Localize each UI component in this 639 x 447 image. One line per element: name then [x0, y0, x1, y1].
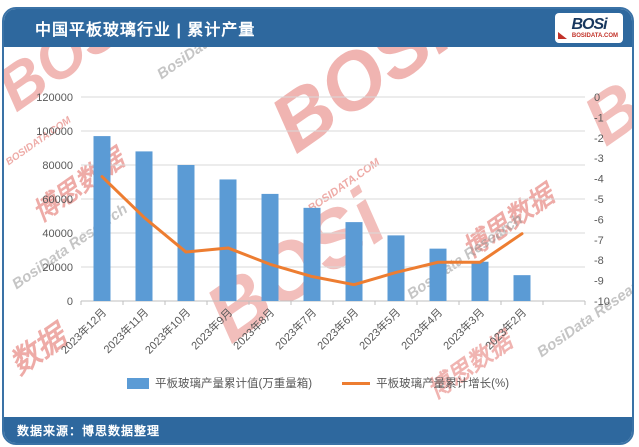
left-axis-tick-label: 40000	[42, 228, 73, 240]
header: 中国平板玻璃行业 | 累计产量 BOSi BOSIDATA.COM	[4, 9, 632, 47]
report-card: 中国平板玻璃行业 | 累计产量 BOSi BOSIDATA.COM BOSi BO…	[2, 7, 634, 445]
right-axis-tick-label: -3	[594, 153, 604, 165]
right-axis-tick-label: 0	[594, 92, 600, 104]
x-axis-category-label: 2023年4月	[398, 305, 445, 352]
bar	[177, 165, 195, 301]
x-axis-category-label: 2023年9月	[188, 305, 235, 352]
bar-series-swatch	[126, 377, 149, 389]
bar	[261, 193, 279, 301]
bosi-logo-word: BOSi	[571, 15, 607, 33]
logo-accent-triangle	[558, 32, 567, 39]
bar	[135, 151, 153, 301]
x-axis-category-label: 2023年3月	[440, 305, 487, 352]
x-axis-category-label: 2023年10月	[142, 305, 193, 356]
page-title: 中国平板玻璃行业 | 累计产量	[35, 22, 256, 39]
bar	[93, 136, 111, 301]
left-axis-tick-label: 20000	[42, 262, 73, 274]
right-axis-tick-label: -6	[594, 214, 604, 226]
bar	[513, 275, 531, 301]
bar	[303, 207, 321, 301]
growth-line	[100, 175, 524, 287]
right-axis-tick-label: -7	[594, 235, 604, 247]
x-axis-category-label: 2023年5月	[356, 305, 403, 352]
bar	[219, 179, 237, 301]
right-axis-tick-label: -8	[594, 255, 604, 267]
bar-series-label: 平板玻璃产量累计值(万重量箱)	[154, 378, 313, 390]
right-axis-tick-label: -5	[594, 194, 604, 206]
combo-chart: 120000 100000 80000 60000 40000 20000 0 0 -1 -2 -3…	[36, 92, 610, 357]
legend-item-bar-series: 平板玻璃产量累计值(万重量箱)	[126, 375, 313, 391]
bosi-logo: BOSi BOSIDATA.COM	[555, 13, 623, 43]
x-axis-category-label: 2023年8月	[230, 305, 277, 352]
bar	[471, 261, 489, 301]
left-axis-tick-label: 120000	[36, 92, 73, 104]
left-axis-tick-label: 60000	[42, 194, 73, 206]
x-axis-category-label: 2023年12月	[58, 305, 109, 356]
chart-legend: 平板玻璃产量累计值(万重量箱) 平板玻璃产量累计增长(%)	[4, 375, 632, 391]
footer: 数据来源：博思数据整理	[4, 417, 632, 443]
legend-item-line-series: 平板玻璃产量累计增长(%)	[342, 375, 509, 391]
x-axis-category-label: 2023年2月	[482, 305, 529, 352]
bar	[387, 235, 405, 301]
right-axis-tick-label: -10	[594, 296, 610, 308]
data-source-note: 数据来源：博思数据整理	[17, 423, 161, 438]
left-axis-tick-label: 80000	[42, 160, 73, 172]
bar	[345, 222, 363, 301]
x-axis-category-label: 2023年6月	[314, 305, 361, 352]
line-series-swatch	[342, 381, 371, 385]
left-axis-tick-label: 100000	[36, 126, 73, 138]
bosi-logo-domain: BOSIDATA.COM	[571, 32, 618, 39]
right-axis-tick-label: -9	[594, 276, 604, 288]
right-axis-tick-label: -4	[594, 174, 604, 186]
left-axis-tick-label: 0	[67, 296, 73, 308]
right-axis-tick-label: -1	[594, 112, 604, 124]
bar	[429, 248, 447, 301]
right-axis-tick-label: -2	[594, 133, 604, 145]
x-axis-category-label: 2023年7月	[272, 305, 319, 352]
line-series-label: 平板玻璃产量累计增长(%)	[376, 378, 510, 390]
